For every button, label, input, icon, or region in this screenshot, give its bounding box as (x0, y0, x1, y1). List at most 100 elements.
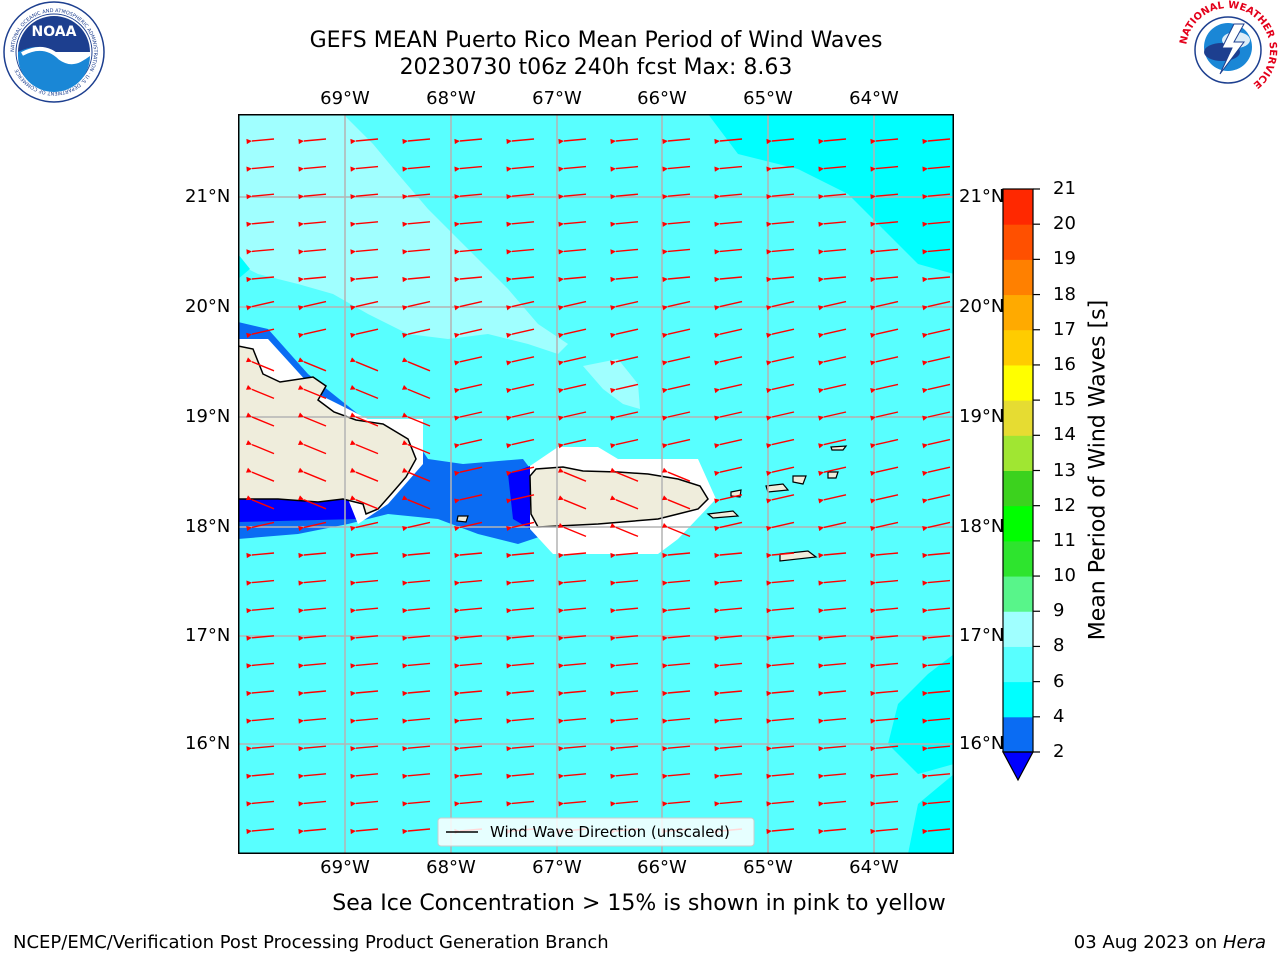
colorbar-tick-label: 11 (1053, 529, 1076, 551)
direction-arrow (719, 193, 743, 197)
direction-arrow (355, 635, 379, 639)
direction-arrow-head (298, 608, 304, 614)
direction-arrow (719, 494, 743, 501)
colorbar-tick-label: 17 (1053, 318, 1076, 340)
direction-arrow (407, 443, 431, 455)
colorbar (1002, 188, 1040, 782)
direction-arrow (563, 635, 587, 639)
direction-arrow-head (350, 495, 356, 501)
direction-arrow-head (246, 690, 252, 697)
direction-arrow (823, 221, 847, 225)
direction-arrow (927, 662, 951, 667)
direction-arrow-head (246, 718, 252, 724)
direction-arrow-head (766, 526, 772, 532)
direction-arrow-head (350, 221, 356, 227)
direction-arrow-head (662, 360, 668, 366)
direction-arrow-head (766, 415, 772, 421)
direction-arrow (927, 552, 951, 556)
direction-arrow (615, 745, 639, 749)
direction-arrow (407, 828, 431, 832)
direction-arrow (875, 466, 899, 473)
direction-arrow-head (350, 690, 356, 697)
direction-arrow-head (662, 580, 668, 586)
direction-arrow (355, 165, 379, 170)
direction-arrow-head (870, 552, 876, 559)
direction-arrow-head (818, 526, 824, 532)
direction-arrow-head (818, 663, 824, 669)
direction-arrow (615, 717, 639, 722)
direction-arrow (563, 607, 587, 611)
direction-arrow-head (766, 498, 772, 504)
direction-arrow-head (506, 608, 512, 614)
direction-arrow (823, 383, 847, 391)
colorbar-tick-label: 21 (1053, 178, 1076, 199)
direction-arrow-head (454, 360, 460, 366)
direction-arrow (771, 800, 795, 805)
direction-arrow (615, 690, 639, 694)
direction-arrow-head (350, 357, 356, 363)
direction-arrow-head (714, 276, 720, 283)
direction-arrow-head (766, 552, 772, 559)
direction-arrow (511, 717, 535, 722)
direction-arrow (511, 221, 535, 225)
direction-arrow (459, 383, 483, 391)
direction-arrow-head (714, 138, 720, 145)
direction-arrow (459, 221, 483, 225)
direction-arrow-head (714, 305, 720, 311)
direction-arrow (771, 328, 795, 335)
direction-arrow-head (870, 166, 876, 172)
direction-arrow-head (402, 412, 408, 418)
direction-arrow (511, 438, 535, 446)
direction-arrow-head (766, 166, 772, 172)
direction-arrow-head (766, 443, 772, 449)
wave-period-field (908, 774, 954, 854)
direction-arrow (667, 800, 691, 805)
direction-arrow-head (402, 138, 408, 145)
direction-arrow (927, 521, 951, 529)
direction-arrow-head (402, 166, 408, 172)
direction-arrow-head (766, 663, 772, 669)
map-frame (238, 114, 954, 854)
direction-arrow-head (298, 663, 304, 669)
colorbar-segment (1003, 611, 1033, 647)
direction-arrow-head (662, 495, 668, 501)
direction-arrow-head (246, 608, 252, 614)
direction-arrow-head (662, 332, 668, 338)
direction-arrow-head (246, 552, 252, 559)
direction-arrow-head (558, 746, 564, 752)
direction-arrow (875, 165, 899, 170)
direction-arrow-head (818, 498, 824, 504)
direction-arrow (615, 526, 639, 538)
direction-arrow (615, 607, 639, 611)
lon-label-bottom: 65°W (743, 857, 793, 878)
direction-arrow-head (818, 276, 824, 283)
direction-arrow (355, 717, 379, 722)
direction-arrow-head (298, 166, 304, 172)
direction-arrow-head (402, 194, 408, 200)
direction-arrow (563, 745, 587, 749)
direction-arrow-head (454, 332, 460, 338)
direction-arrow-head (558, 194, 564, 200)
direction-arrow-head (662, 635, 668, 641)
direction-arrow (511, 552, 535, 556)
direction-arrow (927, 607, 951, 611)
direction-arrow (875, 494, 899, 501)
direction-arrow-head (350, 194, 356, 200)
direction-arrow (667, 717, 691, 722)
direction-arrow (407, 800, 431, 805)
direction-arrow-head (350, 249, 356, 255)
direction-arrow-head (558, 221, 564, 227)
direction-arrow (303, 328, 327, 335)
direction-arrow-head (870, 249, 876, 255)
direction-arrow (563, 193, 587, 197)
direction-arrow-head (402, 635, 408, 641)
direction-arrow (407, 607, 431, 611)
direction-arrow (355, 248, 379, 253)
direction-arrow (719, 328, 743, 335)
direction-arrow (251, 690, 275, 694)
direction-arrow (823, 193, 847, 197)
direction-arrow (511, 328, 535, 335)
direction-arrow-head (298, 305, 304, 311)
direction-arrow-head (714, 221, 720, 227)
direction-arrow (355, 552, 379, 556)
